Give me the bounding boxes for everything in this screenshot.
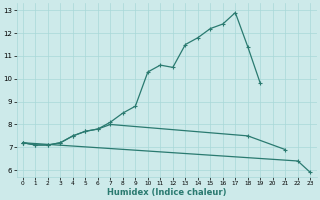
X-axis label: Humidex (Indice chaleur): Humidex (Indice chaleur) bbox=[107, 188, 226, 197]
